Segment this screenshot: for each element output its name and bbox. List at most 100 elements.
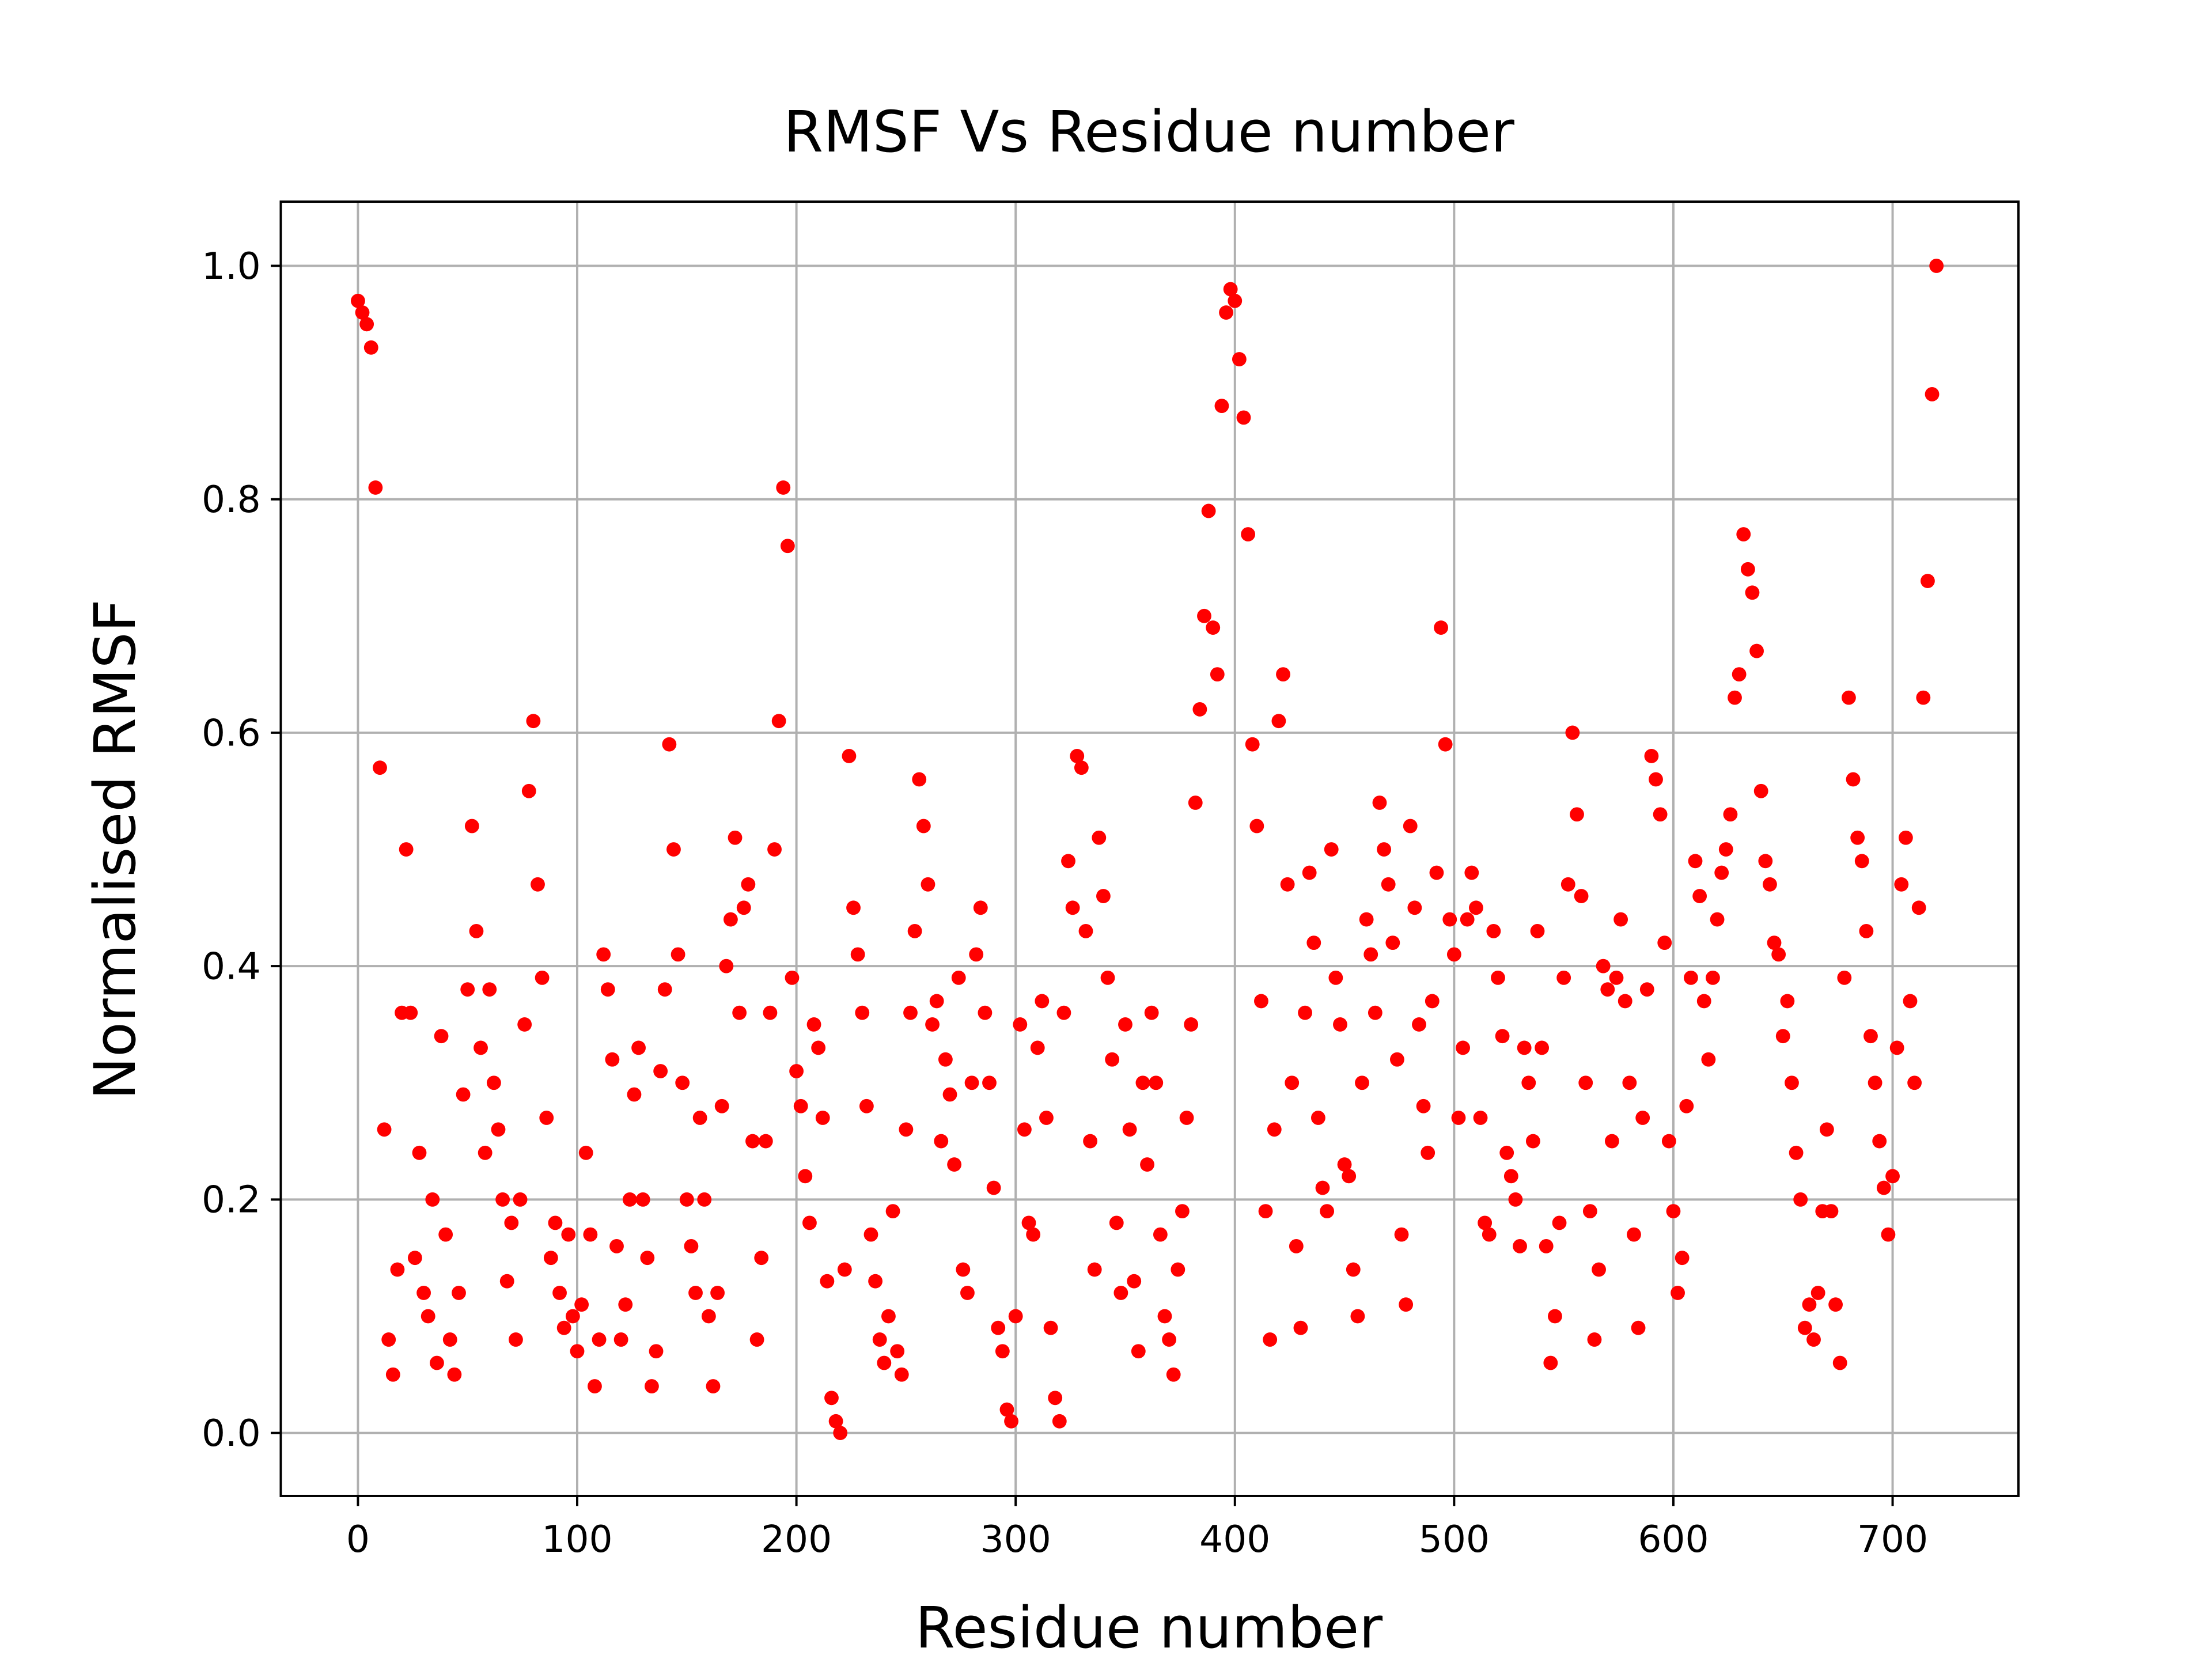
data-point: [1087, 1262, 1102, 1277]
data-point: [1499, 1145, 1514, 1160]
grid: [281, 202, 2019, 1496]
x-axis-label: Residue number: [915, 1595, 1382, 1659]
data-point: [1004, 1414, 1018, 1429]
data-point: [1008, 1309, 1023, 1324]
x-tick-label: 400: [1199, 1518, 1270, 1561]
data-point: [1548, 1309, 1562, 1324]
data-point: [1543, 1355, 1558, 1370]
data-point: [1438, 737, 1453, 752]
data-point: [486, 1075, 501, 1090]
data-point: [1644, 749, 1659, 763]
data-point: [1706, 970, 1720, 985]
data-point: [1802, 1297, 1817, 1312]
data-point: [1749, 643, 1764, 658]
data-point: [491, 1122, 506, 1137]
data-point: [1403, 819, 1418, 834]
data-point: [377, 1122, 392, 1137]
data-point: [1407, 900, 1422, 915]
data-point: [1810, 1286, 1825, 1300]
data-point: [1241, 527, 1256, 541]
data-point: [657, 982, 672, 997]
data-point: [430, 1355, 444, 1370]
data-point: [1675, 1251, 1690, 1266]
data-point: [1592, 1262, 1606, 1277]
data-point: [842, 749, 857, 763]
data-point: [1249, 819, 1264, 834]
data-point: [359, 317, 374, 332]
data-point: [1315, 1180, 1330, 1195]
data-point: [588, 1379, 602, 1393]
data-point: [1622, 1075, 1637, 1090]
data-point: [671, 947, 685, 962]
data-point: [1767, 935, 1782, 950]
data-point: [1280, 877, 1295, 892]
data-point: [407, 1251, 422, 1266]
data-point: [728, 830, 743, 845]
data-point: [662, 737, 677, 752]
data-point: [1806, 1332, 1821, 1347]
data-point: [1740, 562, 1755, 577]
data-point: [1105, 1052, 1120, 1067]
data-point: [995, 1344, 1010, 1359]
data-point: [1464, 865, 1479, 880]
data-point: [736, 900, 751, 915]
x-tick-label: 500: [1419, 1518, 1490, 1561]
data-point: [675, 1075, 690, 1090]
data-point: [1276, 667, 1290, 682]
data-point: [1478, 1215, 1493, 1230]
data-point: [1574, 889, 1589, 903]
data-point: [793, 1099, 808, 1113]
data-point: [1618, 994, 1633, 1009]
data-point: [964, 1075, 979, 1090]
data-point: [482, 982, 497, 997]
chart-title: RMSF Vs Residue number: [783, 99, 1514, 165]
data-point: [1745, 585, 1760, 600]
data-point: [570, 1344, 585, 1359]
data-point: [916, 819, 931, 834]
data-point: [1819, 1122, 1834, 1137]
data-point: [1793, 1192, 1808, 1207]
data-point: [385, 1367, 400, 1382]
data-point: [982, 1075, 997, 1090]
data-point: [644, 1379, 659, 1393]
data-point: [1903, 994, 1918, 1009]
x-tick-label: 100: [541, 1518, 612, 1561]
data-point: [1359, 912, 1374, 927]
data-point: [635, 1192, 650, 1207]
data-point: [390, 1262, 405, 1277]
data-point: [412, 1145, 427, 1160]
data-point: [1289, 1238, 1304, 1253]
data-point: [1372, 796, 1387, 810]
data-point: [907, 923, 922, 938]
data-point: [1661, 1134, 1676, 1149]
data-point: [478, 1145, 493, 1160]
data-point: [881, 1309, 896, 1324]
data-point: [1442, 912, 1457, 927]
data-point: [1565, 725, 1580, 740]
data-point: [1236, 410, 1251, 425]
data-point: [1907, 1075, 1922, 1090]
data-point: [1228, 293, 1243, 308]
data-point: [1460, 912, 1475, 927]
data-point: [1631, 1320, 1646, 1335]
data-point: [1171, 1262, 1185, 1277]
data-point: [811, 1040, 826, 1055]
data-point: [1714, 865, 1729, 880]
data-point: [574, 1297, 589, 1312]
data-point: [855, 1005, 870, 1020]
data-point: [583, 1227, 598, 1242]
data-point: [1192, 702, 1207, 717]
data-point: [1701, 1052, 1716, 1067]
data-point: [868, 1274, 883, 1289]
data-point: [373, 760, 387, 775]
data-point: [1342, 1169, 1357, 1184]
data-point: [381, 1332, 396, 1347]
data-point: [1556, 970, 1571, 985]
data-point: [1140, 1157, 1154, 1172]
data-point: [1175, 1204, 1190, 1219]
data-point: [363, 340, 378, 355]
data-point: [973, 900, 988, 915]
data-point: [649, 1344, 664, 1359]
data-point: [1657, 935, 1672, 950]
data-point: [1635, 1111, 1650, 1125]
